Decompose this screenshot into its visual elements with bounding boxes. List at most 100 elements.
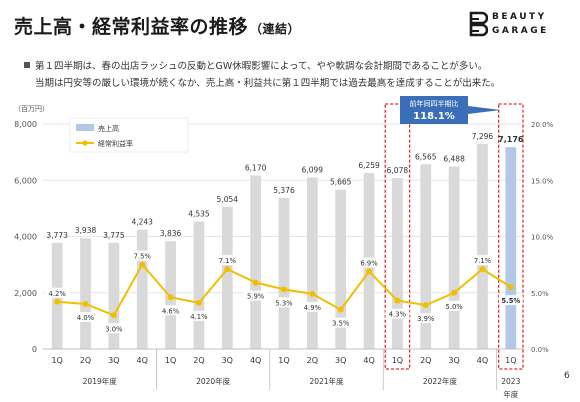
profit-label-bg [357,257,382,268]
sales-value-label: 4,243 [131,218,153,227]
x-tick-label: 2Q [80,356,91,365]
sales-value-label: 5,665 [330,178,352,187]
y-left-tick-label: 0 [32,345,37,354]
sales-value-label: 6,259 [358,161,380,170]
yoy-annotation-box [400,96,468,124]
fiscal-year-label: 2021年度 [309,376,344,386]
sales-value-label: 3,773 [46,231,68,240]
profit-margin-value-label: 7.1% [474,257,492,265]
bullet-square-icon [24,62,30,68]
y-right-tick-label: 10.0% [531,234,554,242]
profit-label-bg [272,297,296,308]
profit-margin-point [54,298,61,305]
profit-margin-point [195,299,202,306]
yoy-annotation-arrow [468,106,501,114]
title-sub: （連結） [250,22,301,36]
y-right-tick-label: 15.0% [531,177,554,185]
profit-margin-value-label: 4.3% [389,311,407,319]
sales-value-label: 6,565 [415,152,437,161]
sales-bar [448,166,460,349]
profit-label-bg [328,317,353,328]
profit-label-bg [186,310,211,321]
profit-margin-point [394,297,401,304]
x-tick-label: 1Q [392,356,403,365]
profit-label-bg [130,250,155,261]
profit-label-bg [215,255,240,266]
profit-label-bg [413,313,438,324]
sales-bar [392,178,403,349]
y-left-unit-label: （百万円） [14,105,49,113]
sales-value-label: 7,176 [498,135,524,144]
profit-margin-point [507,284,514,291]
profit-margin-value-label: 5.5% [501,297,520,305]
profit-label-bg [45,287,70,298]
sales-value-label: 5,054 [217,195,239,204]
profit-margin-point [167,294,174,301]
profit-margin-value-label: 5.3% [275,299,293,307]
profit-margin-value-label: 7.1% [219,257,237,265]
sales-bar [420,164,432,349]
profit-margin-value-label: 3.0% [105,325,123,333]
profit-label-bg [243,290,268,301]
page-title: 売上高・経常利益率の推移 （連結） [14,12,300,39]
x-tick-label: 3Q [108,356,119,365]
profit-margin-point [224,266,231,273]
legend-swatch-marker [82,140,88,146]
profit-label-bg [158,305,183,316]
x-tick-label: 4Q [250,356,261,365]
highlight-frame [384,103,411,370]
sales-bar [221,206,233,349]
profit-label-bg [73,312,98,322]
sales-bar [80,238,91,349]
y-left-tick-label: 8,000 [14,120,37,129]
profit-margin-point [110,312,117,319]
profit-margin-point [479,266,486,273]
profit-margin-value-label: 3.9% [417,315,435,323]
x-tick-label: 2Q [193,356,204,365]
profit-margin-value-label: 3.5% [332,320,350,328]
sales-bar [193,221,205,349]
x-tick-label: 4Q [477,356,488,365]
summary-line-1: 第１四半期は、春の出店ラッシュの反動とGW休暇影響によって、やや軟調な会計期間で… [35,61,488,72]
profit-margin-point [252,279,259,286]
fiscal-year-label: 2023 [501,377,520,386]
y-right-tick-label: 0.0% [531,346,549,354]
sales-value-label: 7,296 [472,132,494,141]
profit-margin-value-label: 4.6% [162,307,180,315]
y-left-tick-label: 6,000 [14,176,37,185]
sales-bar [136,229,148,349]
fiscal-year-label: 2019年度 [83,376,118,386]
sales-value-label: 6,099 [302,165,324,174]
x-tick-label: 3Q [448,356,459,365]
profit-label-bg [300,301,325,312]
summary-text: 第１四半期は、春の出店ラッシュの反動とGW休暇影響によって、やや軟調な会計期間で… [24,58,564,92]
profit-margin-point [451,289,458,296]
page-number: 6 [564,371,570,381]
summary-line-2: 当期は円安等の厳しい環境が続くなか、売上高・利益共に第１四半期では過去最高を達成… [35,78,501,89]
profit-margin-value-label: 4.0% [77,314,95,322]
legend-label-sales: 売上高 [98,124,119,133]
logo-text-line2: GARAGE [492,26,549,36]
sales-value-label: 3,836 [160,229,182,238]
x-tick-label: 4Q [137,356,148,365]
profit-margin-point [309,290,316,297]
x-tick-label: 1Q [165,356,176,365]
profit-label-bg [470,255,495,266]
sales-bar [250,175,262,349]
logo-mark-icon [469,11,488,37]
sales-value-label: 6,488 [443,155,465,164]
profit-label-bg [498,295,523,306]
profit-label-bg [442,300,467,311]
title-main: 売上高・経常利益率の推移 [14,16,249,38]
x-tick-label: 3Q [335,356,346,365]
sales-bar [278,197,290,349]
legend-swatch-bar [76,124,94,131]
sales-value-label: 4,535 [188,209,210,218]
profit-label-bg [385,308,410,319]
profit-margin-point [82,301,89,307]
sales-value-label: 5,376 [273,186,295,195]
yoy-annotation-value: 118.1% [413,111,455,122]
fiscal-year-label-suffix: 年度 [503,389,518,399]
sales-value-label: 3,938 [75,226,97,235]
